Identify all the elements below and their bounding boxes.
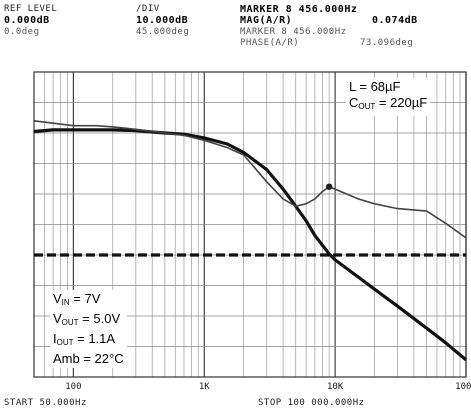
conditions-box: VIN = 7V VOUT = 5.0V IOUT = 1.1A Amb = 2… <box>50 290 127 368</box>
vout-prefix: V <box>53 311 62 326</box>
x-tick-labels: 100 1K 10K 100K <box>65 382 471 392</box>
div-phase: 45.000deg <box>136 27 190 37</box>
ref-level-value: 0.000dB <box>4 15 50 26</box>
vin-value: = 7V <box>69 291 101 306</box>
marker-label-2: MARKER 8 456.000Hz <box>240 27 347 37</box>
cout-value: = 220µF <box>375 95 428 110</box>
marker-label: MARKER 8 456.000Hz <box>240 4 358 15</box>
cout-label: COUT = 220µF <box>349 95 427 115</box>
div-value: 10.000dB <box>136 15 189 26</box>
stop-frequency: STOP 100 000.000Hz <box>258 398 365 408</box>
x-tick-label: 1K <box>199 382 210 392</box>
cout-prefix: C <box>349 95 359 110</box>
marker-point <box>325 183 333 190</box>
x-tick-label: 100K <box>455 382 471 392</box>
vout-label: VOUT = 5.0V <box>53 311 124 331</box>
mag-label: MAG(A/R) <box>240 15 293 26</box>
inductor-label: L = 68µF <box>349 79 401 94</box>
iout-prefix: I <box>53 331 57 346</box>
series-gain-line <box>33 128 468 362</box>
ambient-label: Amb = 22°C <box>53 351 124 366</box>
plot-frame <box>33 71 467 378</box>
x-tick-label: 100 <box>65 382 81 392</box>
phase-value: 73.096deg <box>360 38 414 48</box>
mag-value: 0.074dB <box>372 15 418 26</box>
cout-sub: OUT <box>358 102 376 111</box>
div-label: /DIV <box>136 4 160 14</box>
ref-level-label: REF LEVEL <box>4 4 58 14</box>
series-phase-line <box>33 120 467 239</box>
vin-label: VIN = 7V <box>53 291 124 311</box>
vin-sub: IN <box>61 298 70 307</box>
iout-sub: OUT <box>56 338 74 347</box>
vout-sub: OUT <box>61 318 79 327</box>
start-frequency: START 50.000Hz <box>4 398 87 408</box>
x-tick-label: 10K <box>327 382 344 392</box>
vout-value: = 5.0V <box>78 311 121 326</box>
iout-label: IOUT = 1.1A <box>53 331 124 351</box>
ref-level-phase: 0.0deg <box>4 27 40 37</box>
component-values-box: L = 68µF COUT = 220µF <box>346 78 431 116</box>
plot-series <box>33 120 468 362</box>
vin-prefix: V <box>53 291 62 306</box>
iout-value: = 1.1A <box>73 331 116 346</box>
phase-label: PHASE(A/R) <box>240 38 300 48</box>
